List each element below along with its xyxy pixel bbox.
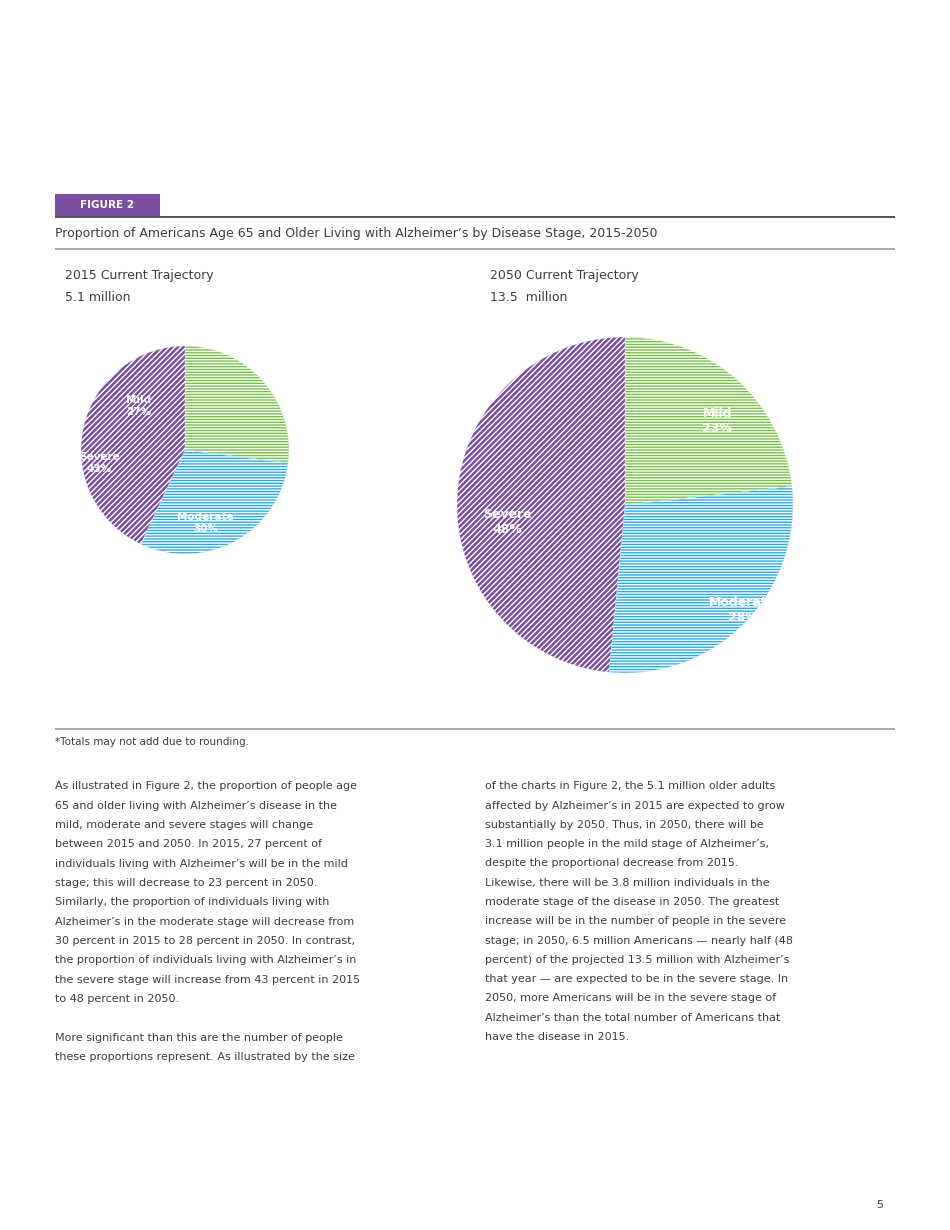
Text: Mild
27%: Mild 27% — [125, 395, 151, 417]
Text: Mild
23%: Mild 23% — [702, 407, 732, 435]
Text: that year — are expected to be in the severe stage. In: that year — are expected to be in the se… — [485, 974, 788, 984]
Text: moderate stage of the disease in 2050. The greatest: moderate stage of the disease in 2050. T… — [485, 897, 779, 907]
Text: percent) of the projected 13.5 million with Alzheimer’s: percent) of the projected 13.5 million w… — [485, 954, 789, 964]
Text: between 2015 and 2050. In 2015, 27 percent of: between 2015 and 2050. In 2015, 27 perce… — [55, 839, 322, 849]
Text: 5.1 million: 5.1 million — [65, 292, 130, 304]
Text: Moderate
28%: Moderate 28% — [709, 597, 776, 624]
Text: 30 percent in 2015 to 28 percent in 2050. In contrast,: 30 percent in 2015 to 28 percent in 2050… — [55, 936, 355, 946]
Text: 3.1 million people in the mild stage of Alzheimer’s,: 3.1 million people in the mild stage of … — [485, 839, 769, 849]
Text: *Totals may not add due to rounding.: *Totals may not add due to rounding. — [55, 737, 249, 747]
Text: Alzheimer’s than the total number of Americans that: Alzheimer’s than the total number of Ame… — [485, 1012, 780, 1022]
Text: these proportions represent. As illustrated by the size: these proportions represent. As illustra… — [55, 1052, 355, 1061]
Text: More significant than this are the number of people: More significant than this are the numbe… — [55, 1032, 343, 1043]
Text: 2050 Current Trajectory: 2050 Current Trajectory — [490, 269, 638, 282]
Text: stage; this will decrease to 23 percent in 2050.: stage; this will decrease to 23 percent … — [55, 878, 317, 888]
Text: the severe stage will increase from 43 percent in 2015: the severe stage will increase from 43 p… — [55, 974, 360, 984]
Text: As illustrated in Figure 2, the proportion of people age: As illustrated in Figure 2, the proporti… — [55, 781, 357, 791]
Text: affected by Alzheimer’s in 2015 are expected to grow: affected by Alzheimer’s in 2015 are expe… — [485, 801, 785, 811]
Wedge shape — [141, 450, 288, 554]
Text: 5: 5 — [877, 1200, 884, 1210]
Text: substantially by 2050. Thus, in 2050, there will be: substantially by 2050. Thus, in 2050, th… — [485, 819, 764, 830]
Text: the proportion of individuals living with Alzheimer’s in: the proportion of individuals living wit… — [55, 956, 356, 966]
Text: to 48 percent in 2050.: to 48 percent in 2050. — [55, 994, 180, 1004]
Text: increase will be in the number of people in the severe: increase will be in the number of people… — [485, 916, 787, 926]
Wedge shape — [625, 337, 792, 506]
Text: of the charts in Figure 2, the 5.1 million older adults: of the charts in Figure 2, the 5.1 milli… — [485, 781, 775, 791]
Text: Similarly, the proportion of individuals living with: Similarly, the proportion of individuals… — [55, 897, 330, 908]
Text: despite the proportional decrease from 2015.: despite the proportional decrease from 2… — [485, 859, 738, 868]
Text: Severe
43%: Severe 43% — [79, 453, 120, 474]
Text: 65 and older living with Alzheimer’s disease in the: 65 and older living with Alzheimer’s dis… — [55, 801, 337, 811]
Text: 13.5  million: 13.5 million — [490, 292, 567, 304]
Text: mild, moderate and severe stages will change: mild, moderate and severe stages will ch… — [55, 820, 314, 830]
Text: FIGURE 2: FIGURE 2 — [81, 200, 135, 210]
Wedge shape — [457, 337, 625, 673]
Wedge shape — [609, 486, 793, 673]
Text: 2015 Current Trajectory: 2015 Current Trajectory — [65, 269, 214, 282]
Wedge shape — [81, 346, 185, 544]
Wedge shape — [185, 346, 289, 462]
Text: Severe
48%: Severe 48% — [483, 508, 532, 536]
Text: stage; in 2050, 6.5 million Americans — nearly half (48: stage; in 2050, 6.5 million Americans — … — [485, 936, 793, 946]
Text: Alzheimer’s in the moderate stage will decrease from: Alzheimer’s in the moderate stage will d… — [55, 916, 354, 926]
Text: have the disease in 2015.: have the disease in 2015. — [485, 1032, 629, 1042]
Text: Moderate
30%: Moderate 30% — [178, 512, 234, 534]
Text: Likewise, there will be 3.8 million individuals in the: Likewise, there will be 3.8 million indi… — [485, 878, 770, 888]
Text: individuals living with Alzheimer’s will be in the mild: individuals living with Alzheimer’s will… — [55, 859, 348, 868]
Text: 2050, more Americans will be in the severe stage of: 2050, more Americans will be in the seve… — [485, 994, 776, 1004]
Text: Proportion of Americans Age 65 and Older Living with Alzheimer’s by Disease Stag: Proportion of Americans Age 65 and Older… — [55, 228, 657, 241]
